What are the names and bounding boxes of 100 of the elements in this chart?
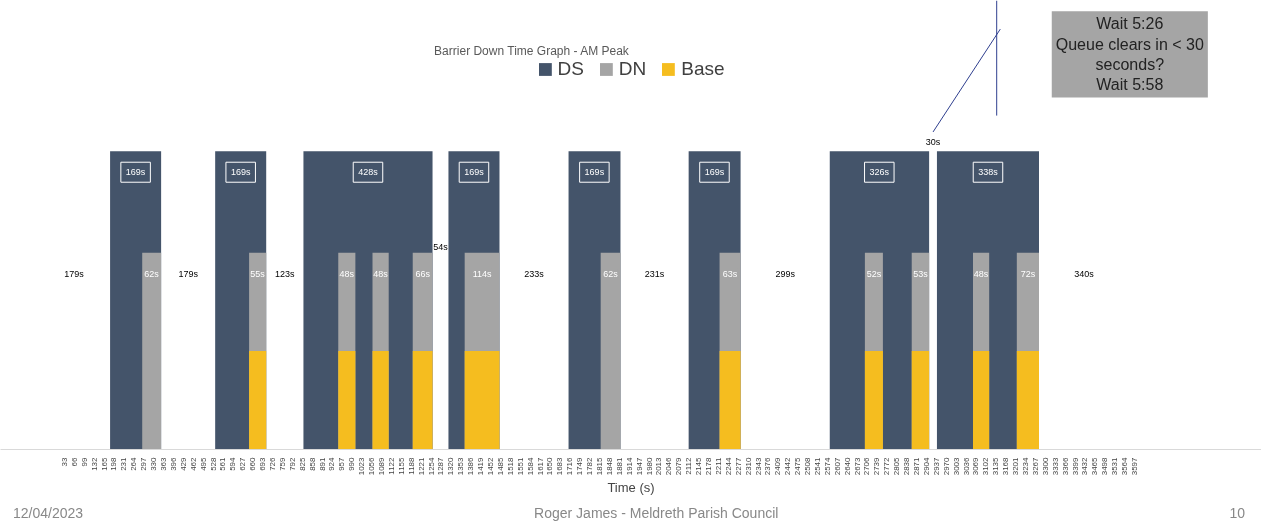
x-tick-label: 627 [238, 456, 248, 471]
annotation: 340s [1074, 268, 1095, 279]
x-tick-label: 3399 [1070, 456, 1080, 476]
x-tick-label: 231 [119, 456, 129, 471]
x-tick-label: 3432 [1080, 456, 1090, 476]
x-tick-label: 2046 [664, 456, 674, 476]
x-tick-label: 2178 [703, 456, 713, 476]
x-tick-label: 132 [89, 456, 99, 471]
annotation: 48s [373, 268, 389, 279]
x-tick-label: 3498 [1100, 456, 1110, 476]
x-tick-label: 2310 [743, 456, 753, 476]
annotation: 179s [64, 268, 85, 279]
chart-title: Barrier Down Time Graph - AM Peak [434, 44, 630, 59]
x-tick-label: 3234 [1021, 456, 1031, 476]
x-tick-label: 264 [129, 456, 139, 471]
x-tick-label: 1650 [545, 456, 555, 476]
x-tick-label: 2541 [812, 456, 822, 476]
x-tick-label: 2442 [783, 456, 793, 476]
x-axis-title: Time (s) [607, 480, 655, 496]
x-tick-label: 363 [159, 456, 169, 471]
x-tick-label: 1122 [386, 456, 396, 475]
annotation: 63s [722, 268, 738, 279]
x-tick-label: 2112 [684, 456, 694, 475]
x-tick-label: 2904 [921, 456, 931, 476]
annotation: 114s [472, 268, 493, 279]
x-tick-label: 2508 [803, 456, 813, 476]
x-tick-label: 2277 [733, 456, 743, 476]
x-tick-label: 660 [248, 456, 258, 471]
x-tick-label: 396 [168, 456, 178, 471]
x-tick-label: 2376 [763, 456, 773, 476]
text: 10 [1229, 504, 1245, 521]
annotation: 169s [125, 167, 146, 178]
x-tick-label: 1551 [515, 456, 525, 476]
x-tick-label: 99 [79, 456, 89, 467]
x-tick-label: 2607 [832, 456, 842, 476]
text: 30s [925, 137, 941, 148]
x-tick-label: 3531 [1110, 456, 1120, 476]
annotation: 72s [1020, 268, 1036, 279]
x-tick-label: 3201 [1011, 456, 1021, 476]
annotation: 123s [275, 268, 296, 279]
text: 12/04/2023 [13, 504, 84, 521]
x-tick-label: 1518 [505, 456, 515, 476]
x-tick-label: 2970 [941, 456, 951, 476]
annotation: 55s [250, 268, 266, 279]
x-tick-label: 33 [59, 456, 69, 467]
x-tick-label: 693 [258, 456, 268, 471]
x-tick-label: 3465 [1090, 456, 1100, 476]
text: Roger James - Meldreth Parish Council [534, 504, 779, 521]
legend-label: Base [681, 58, 725, 80]
annotation: 53s [913, 268, 929, 279]
x-tick-label: 2805 [892, 456, 902, 476]
x-tick-label: 1089 [377, 456, 386, 476]
x-tick-label: 1782 [585, 456, 595, 476]
x-tick-label: 1683 [555, 456, 565, 476]
text: Wait 5:26 Queue clears in < 30 seconds? Wait 5:58 [1055, 15, 1204, 94]
x-tick-label: 3003 [951, 456, 961, 476]
legend-label: DN [618, 58, 647, 80]
x-tick-label: 462 [188, 456, 198, 471]
x-tick-label: 2871 [912, 456, 922, 476]
x-tick-label: 561 [218, 456, 228, 471]
x-tick-label: 2145 [694, 456, 704, 476]
x-tick-label: 3333 [1050, 456, 1060, 476]
x-tick-label: 3267 [1030, 456, 1040, 476]
x-tick-label: 1914 [624, 456, 634, 476]
x-tick-label: 429 [178, 456, 188, 471]
x-tick-label: 2475 [793, 456, 803, 476]
x-tick-label: 297 [139, 456, 149, 471]
x-tick-label: 990 [347, 456, 357, 471]
x-tick-label: 3102 [981, 456, 991, 476]
x-tick-label: 1881 [614, 456, 624, 476]
annotation: 338s [978, 167, 999, 178]
x-tick-label: 1221 [416, 456, 426, 476]
x-tick-label: 1188 [406, 456, 416, 475]
x-tick-label: 1320 [446, 456, 456, 476]
annotation: 169s [464, 167, 485, 178]
annotation: 169s [230, 167, 251, 178]
x-tick-label: 2838 [902, 456, 912, 476]
x-tick-label: 3135 [991, 456, 1001, 476]
annotation: 169s [704, 167, 725, 178]
x-tick-label: 2211 [713, 456, 723, 475]
x-tick-label: 825 [297, 456, 307, 471]
x-tick-label: 495 [198, 456, 208, 471]
x-tick-label: 1716 [565, 456, 575, 476]
annotation: 62s [603, 268, 619, 279]
x-tick-label: 1947 [634, 456, 644, 476]
x-tick-label: 2706 [862, 456, 872, 476]
x-tick-label: 1452 [485, 456, 495, 476]
annotation: 428s [358, 167, 379, 178]
x-tick-label: 2937 [931, 456, 941, 476]
x-tick-label: 1386 [466, 456, 476, 476]
x-tick-label: 1848 [604, 456, 614, 476]
x-tick-label: 66 [69, 456, 79, 467]
annotation: 52s [866, 268, 882, 279]
x-tick-label: 1353 [456, 456, 466, 476]
x-tick-label: 3036 [961, 456, 971, 476]
x-tick-label: 924 [327, 456, 337, 471]
annotation: 62s [144, 268, 160, 279]
x-tick-label: 3069 [971, 456, 981, 476]
x-tick-label: 330 [149, 456, 159, 471]
x-tick-label: 2244 [723, 456, 733, 476]
